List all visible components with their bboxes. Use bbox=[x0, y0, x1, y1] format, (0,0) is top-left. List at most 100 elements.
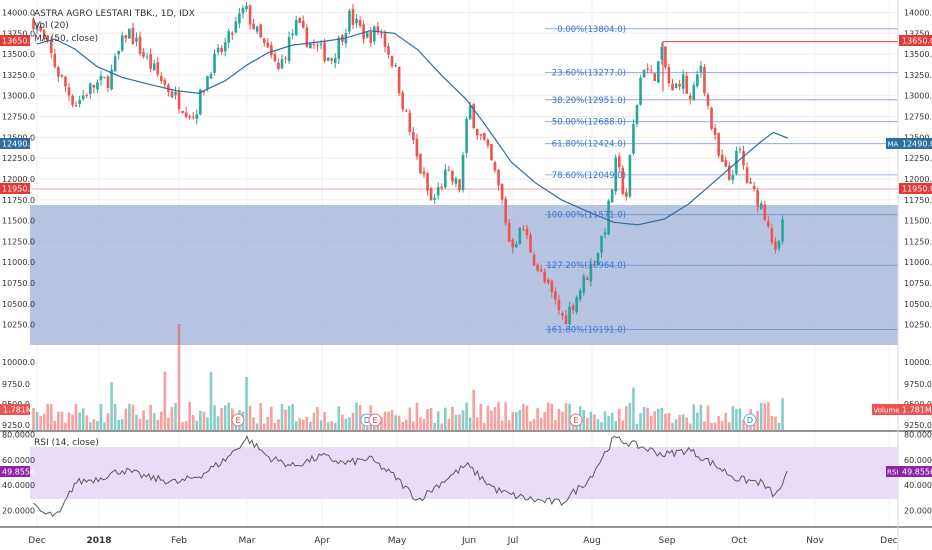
candle-body bbox=[447, 169, 451, 171]
candle-body bbox=[373, 26, 376, 42]
volume-bar bbox=[461, 410, 465, 430]
volume-bar bbox=[777, 422, 781, 430]
volume-bar bbox=[191, 414, 195, 430]
volume-bar bbox=[557, 408, 561, 430]
price-tick: 13000.0 bbox=[2, 92, 35, 101]
candle-body bbox=[78, 99, 81, 104]
price-tick: 12750.0 bbox=[2, 113, 35, 122]
candle-body bbox=[355, 18, 358, 24]
volume-bar bbox=[621, 420, 625, 430]
candle-body bbox=[106, 76, 110, 88]
candle-body bbox=[522, 229, 525, 231]
x-tick: Aug bbox=[583, 536, 601, 546]
volume-badge-right: Volume 1.781M bbox=[872, 404, 932, 415]
candle-body bbox=[316, 45, 319, 47]
volume-bar bbox=[479, 403, 483, 430]
volume-bar bbox=[341, 414, 344, 430]
volume-bar bbox=[554, 419, 557, 430]
price-tick: 12250.0 bbox=[904, 154, 932, 163]
volume-bar bbox=[49, 404, 53, 430]
candle-body bbox=[632, 124, 635, 154]
volume-bar bbox=[156, 419, 160, 430]
candle-body bbox=[358, 20, 362, 27]
candle-body bbox=[397, 66, 401, 94]
candle-body bbox=[703, 66, 706, 94]
price-tick: 13500.0 bbox=[904, 50, 932, 59]
volume-bar bbox=[522, 403, 525, 430]
candle-body bbox=[461, 155, 465, 191]
event-marker bbox=[368, 413, 382, 427]
volume-bar bbox=[451, 406, 454, 430]
volume-bar bbox=[667, 412, 671, 430]
volume-bar bbox=[688, 423, 692, 430]
candle-body bbox=[160, 75, 163, 82]
x-tick: Mar bbox=[239, 536, 256, 546]
rsi-axis: 80.0000 80.0000 60.0000 60.0000 40.0000 40.00… bbox=[2, 431, 932, 516]
candle-body bbox=[120, 35, 124, 51]
volume-bar bbox=[287, 405, 291, 430]
fib-label: 61.80%(12424.0) bbox=[552, 140, 626, 150]
svg-text:49.8556: 49.8556 bbox=[2, 468, 35, 477]
volume-bar bbox=[628, 402, 632, 430]
volume-bar bbox=[781, 398, 784, 430]
volume-bar bbox=[202, 411, 206, 430]
volume-bar bbox=[515, 412, 518, 430]
candle-body bbox=[401, 92, 404, 110]
volume-tick: 10000.0 bbox=[2, 358, 35, 367]
event-label: D bbox=[747, 416, 753, 425]
volume-bar bbox=[177, 324, 181, 430]
volume-bar bbox=[564, 403, 568, 430]
volume-bar bbox=[706, 405, 710, 430]
x-tick: Dec bbox=[28, 536, 45, 546]
candle-body bbox=[117, 50, 120, 55]
candle-body bbox=[46, 35, 49, 41]
candle-body bbox=[667, 67, 671, 84]
volume-bar bbox=[355, 402, 358, 430]
volume-bar bbox=[497, 402, 500, 430]
candle-body bbox=[621, 167, 625, 194]
candle-body bbox=[472, 103, 475, 128]
candle-body bbox=[678, 83, 681, 87]
candle-body bbox=[511, 239, 515, 248]
volume-bar bbox=[774, 416, 777, 430]
candle-body bbox=[422, 171, 426, 175]
volume-bar bbox=[653, 411, 657, 430]
volume-bar bbox=[316, 407, 319, 430]
candle-body bbox=[610, 189, 614, 203]
volume-bar bbox=[525, 405, 529, 430]
volume-bar bbox=[138, 418, 142, 430]
candle-body bbox=[35, 26, 39, 30]
candle-body bbox=[639, 77, 642, 105]
volume-bar bbox=[720, 421, 724, 430]
candle-body bbox=[490, 144, 493, 161]
volume-bar bbox=[227, 402, 231, 430]
candle-body bbox=[220, 47, 223, 52]
volume-bar bbox=[493, 407, 497, 430]
candle-body bbox=[184, 112, 188, 118]
volume-bar bbox=[117, 419, 120, 430]
volume-bar bbox=[770, 415, 774, 430]
price-tick: 13000.0 bbox=[904, 92, 932, 101]
price-tick: 10250.0 bbox=[2, 321, 35, 330]
volume-bar bbox=[543, 411, 546, 430]
candle-body bbox=[85, 95, 89, 97]
candle-body bbox=[209, 74, 213, 79]
candle-body bbox=[440, 186, 444, 188]
candle-body bbox=[625, 192, 628, 197]
ma-badge-right: MA 12490.0 bbox=[886, 138, 932, 149]
candle-body bbox=[692, 85, 696, 101]
candle-body bbox=[92, 84, 96, 88]
volume-bar bbox=[458, 414, 461, 430]
price-tick: 13250.0 bbox=[904, 71, 932, 80]
candle-body bbox=[362, 24, 365, 40]
svg-text:11950.0: 11950.0 bbox=[902, 185, 932, 194]
volume-bar bbox=[259, 403, 262, 430]
volume-bar bbox=[589, 411, 593, 430]
candle-body bbox=[536, 264, 539, 271]
fibonacci-labels: 0.00%(13804.0) 23.60%(13277.0) 38.20%(1295… bbox=[546, 25, 626, 336]
volume-bar bbox=[635, 423, 639, 430]
fib-label: 23.60%(13277.0) bbox=[552, 69, 626, 79]
candle-body bbox=[742, 150, 745, 166]
candle-body bbox=[170, 91, 174, 98]
